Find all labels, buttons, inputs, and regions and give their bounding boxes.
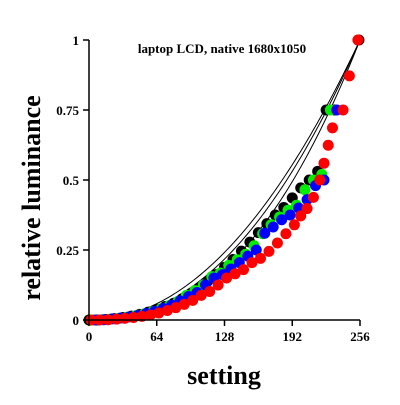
x-tick-label: 256 (350, 329, 370, 344)
y-tick-label: 0.5 (63, 173, 80, 188)
data-point (307, 191, 319, 203)
data-point (295, 210, 307, 222)
data-point (254, 252, 266, 264)
y-axis-title: relative luminance (17, 95, 46, 300)
data-point (288, 219, 300, 231)
data-point (314, 174, 326, 186)
data-point (284, 209, 296, 221)
data-points (83, 34, 365, 326)
y-tick-label: 0.75 (56, 103, 79, 118)
data-point (352, 34, 364, 46)
chart-title: laptop LCD, native 1680x1050 (138, 41, 306, 56)
x-axis-title: setting (187, 361, 261, 390)
y-tick-label: 0.25 (56, 243, 79, 258)
data-point (136, 310, 148, 322)
data-point (326, 122, 338, 134)
data-point (250, 244, 262, 256)
data-point (267, 221, 279, 233)
data-point (238, 264, 250, 276)
data-point (259, 227, 271, 239)
data-point (170, 302, 182, 314)
data-point (153, 307, 165, 319)
y-tick-label: 0 (73, 313, 80, 328)
data-point (276, 214, 288, 226)
data-point (119, 312, 131, 324)
y-tick-label: 1 (73, 33, 80, 48)
data-point (280, 228, 292, 240)
x-tick-label: 192 (283, 329, 303, 344)
data-point (161, 304, 173, 316)
data-point (299, 184, 311, 196)
series-4 (85, 34, 364, 326)
data-point (301, 203, 313, 215)
data-point (263, 245, 275, 257)
data-point (144, 309, 156, 321)
data-point (212, 279, 224, 291)
data-point (178, 298, 190, 310)
data-point (246, 257, 258, 269)
data-point (337, 104, 349, 116)
y-ticks: 0 0.25 0.5 0.75 1 (56, 33, 89, 328)
data-point (343, 70, 355, 82)
x-tick-label: 64 (150, 329, 164, 344)
data-point (271, 237, 283, 249)
data-point (195, 289, 207, 301)
data-point (204, 285, 216, 297)
x-tick-label: 0 (86, 329, 93, 344)
data-point (187, 294, 199, 306)
data-point (322, 139, 334, 151)
x-ticks: 0 64 128 192 256 (86, 320, 370, 344)
data-point (221, 272, 233, 284)
data-point (229, 268, 241, 280)
data-point (318, 157, 330, 169)
x-tick-label: 128 (215, 329, 235, 344)
data-point (111, 313, 123, 325)
